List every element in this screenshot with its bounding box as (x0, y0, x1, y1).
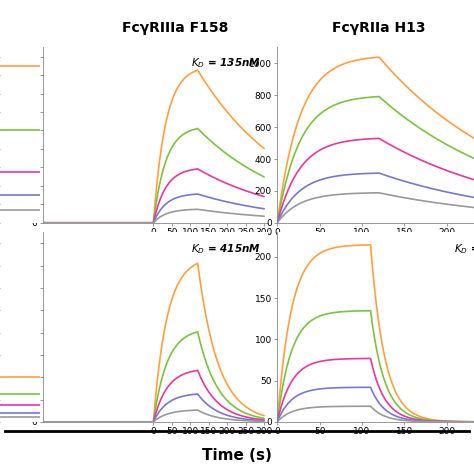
Text: $K_D$ = 415nM: $K_D$ = 415nM (191, 242, 261, 255)
Text: $K_D$ = 1: $K_D$ = 1 (455, 242, 474, 255)
Text: $K_D$ = 135nM: $K_D$ = 135nM (191, 56, 261, 70)
Text: FcγRIIIa F158: FcγRIIIa F158 (122, 21, 228, 36)
Text: FcγRIIa H13: FcγRIIa H13 (332, 21, 426, 36)
Text: Time (s): Time (s) (202, 447, 272, 463)
